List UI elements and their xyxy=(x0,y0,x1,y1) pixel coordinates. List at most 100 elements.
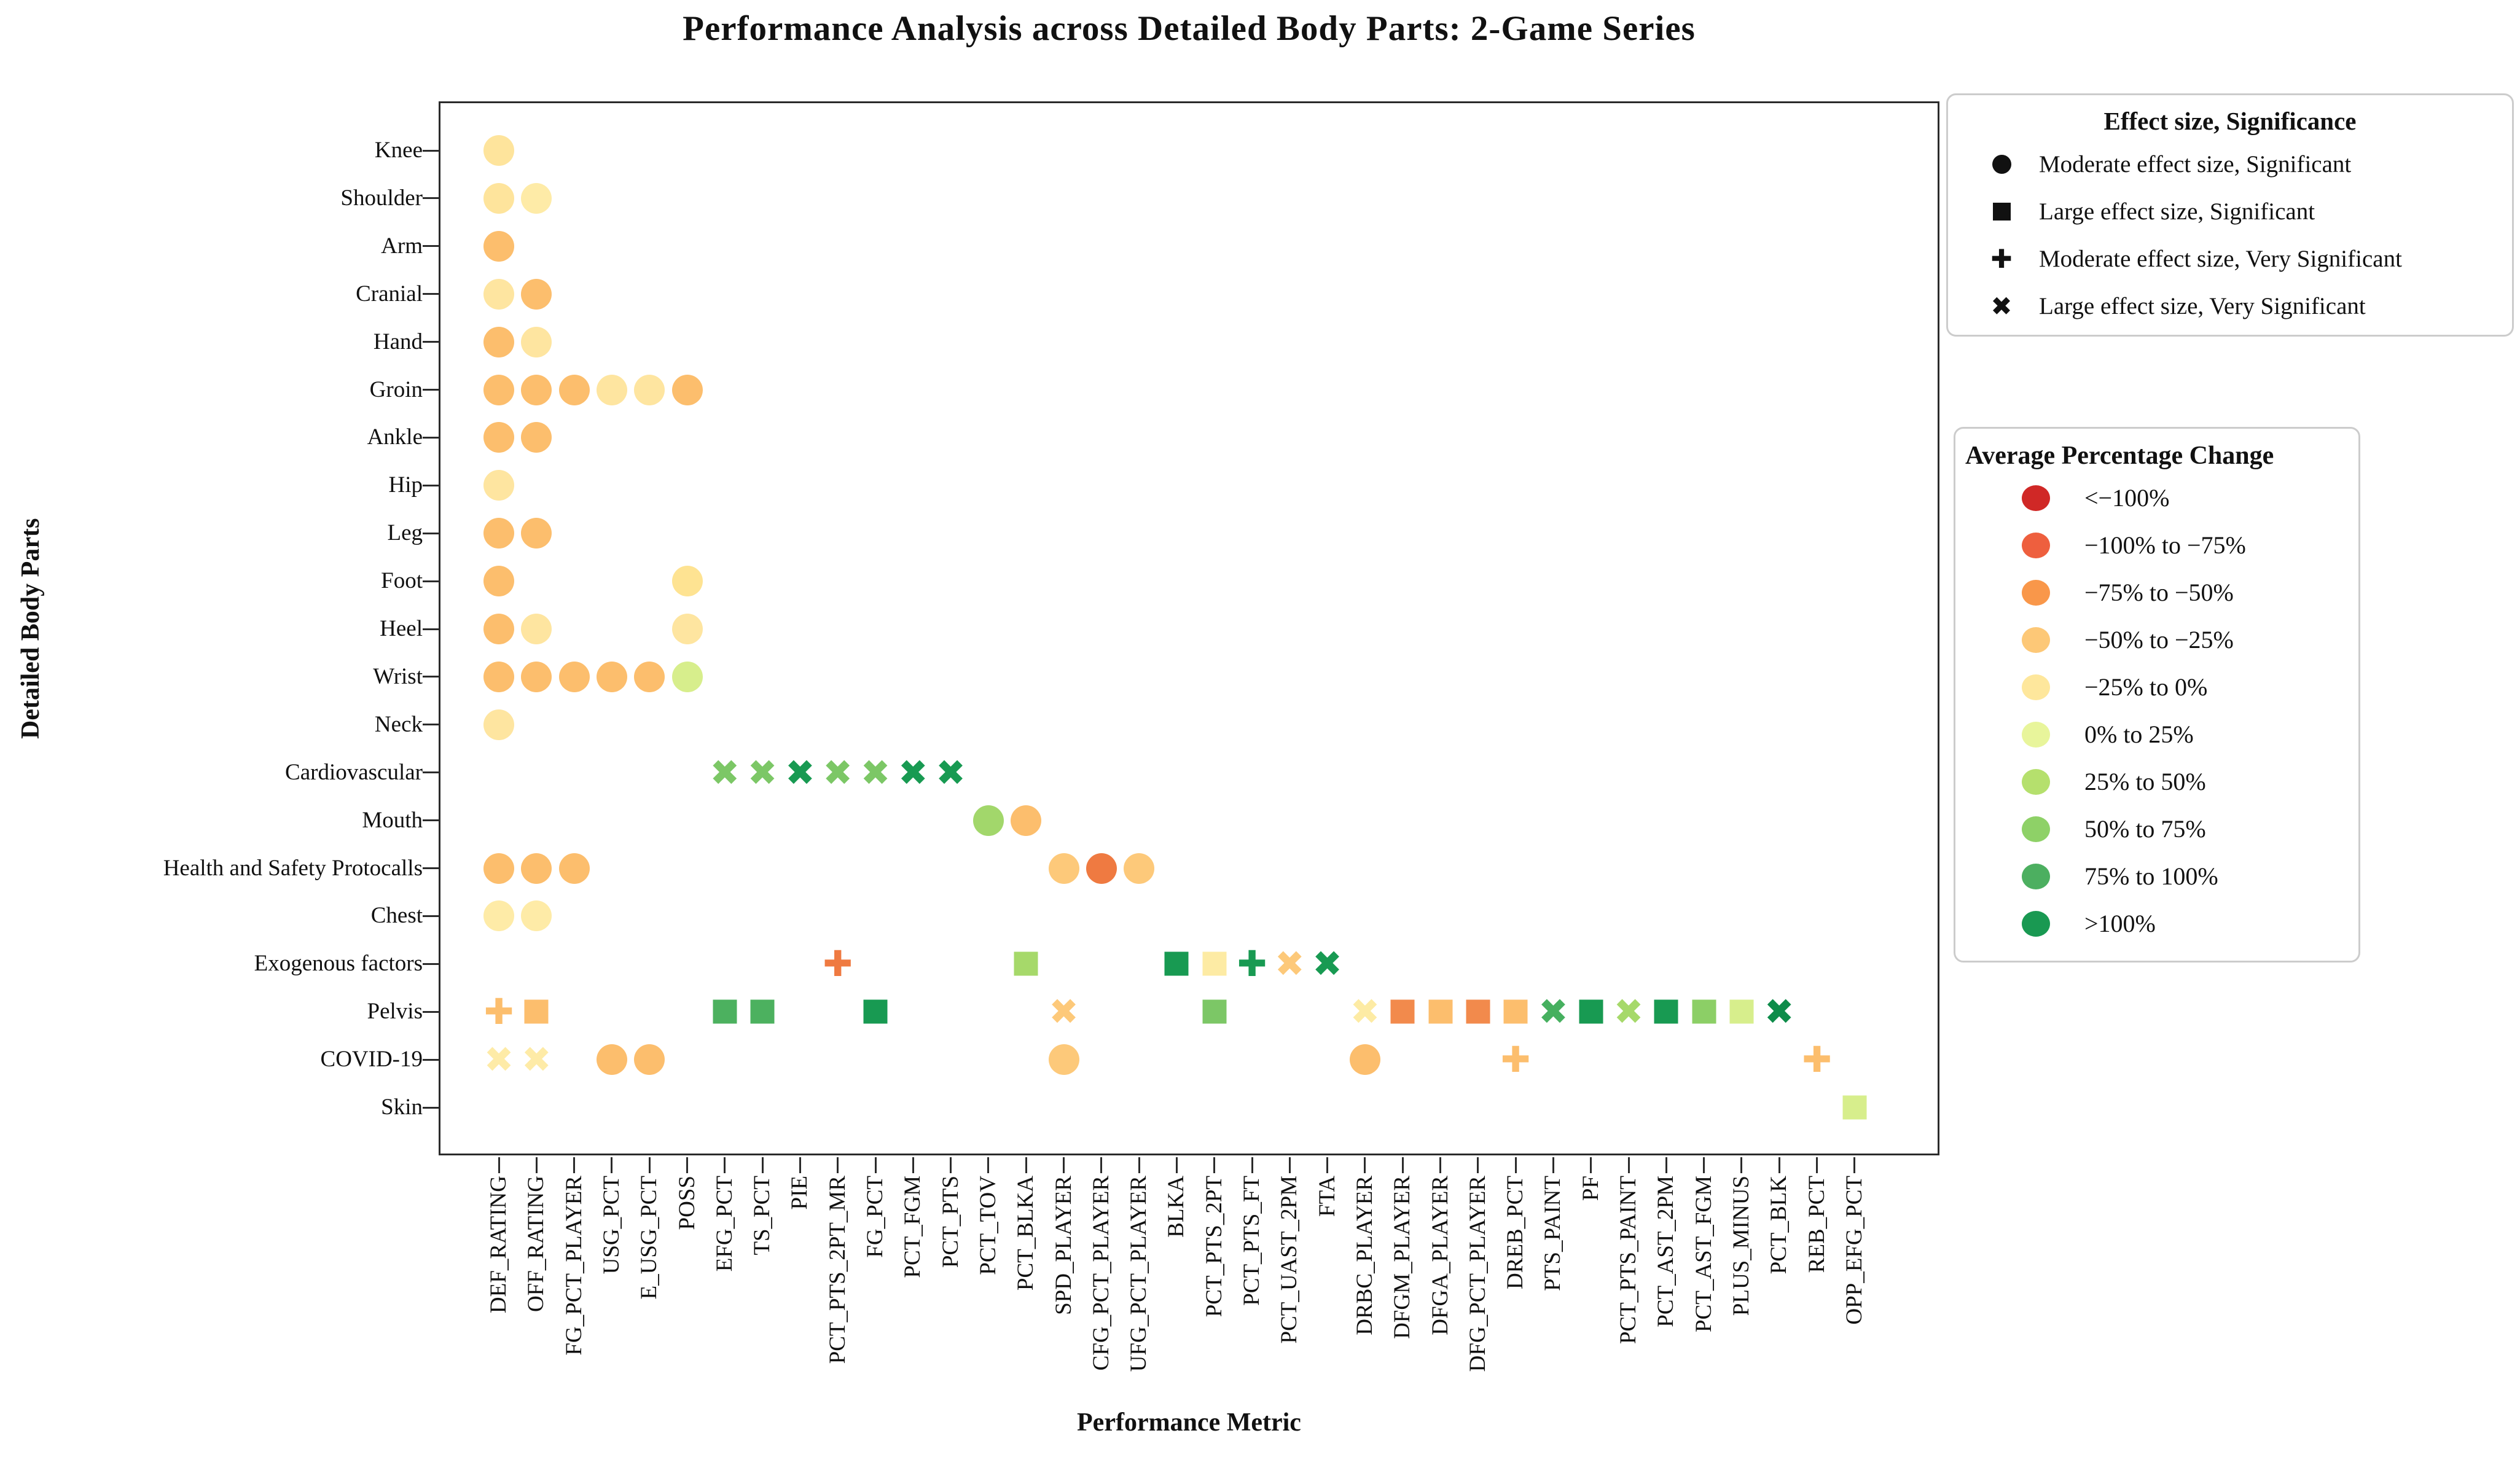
data-point-x: ✖ xyxy=(483,1039,514,1081)
color-legend-item: −50% to −25% xyxy=(1955,616,2358,663)
x-axis-label: Performance Metric xyxy=(1077,1408,1301,1437)
data-point-circle xyxy=(521,614,552,644)
data-point-circle xyxy=(483,470,514,501)
data-point-x: ✖ xyxy=(1274,943,1305,985)
x-tick-mark xyxy=(1100,1157,1103,1173)
color-swatch-icon xyxy=(2022,674,2050,700)
data-point-circle xyxy=(483,182,514,214)
shape-legend-item: Large effect size, Significant xyxy=(1948,188,2512,235)
data-point-square xyxy=(1466,999,1490,1024)
data-point-square xyxy=(1729,999,1754,1024)
data-point-circle xyxy=(521,422,552,453)
x-tick-label: DRBC_PLAYER xyxy=(1352,1176,1377,1335)
y-tick-mark xyxy=(423,341,439,343)
color-legend-item: 50% to 75% xyxy=(1955,805,2358,853)
y-tick-label: Skin xyxy=(381,1095,423,1120)
color-legend-label: −75% to −50% xyxy=(2084,579,2234,606)
x-tick-mark xyxy=(1590,1157,1592,1173)
x-tick-mark xyxy=(1138,1157,1140,1173)
x-tick-mark xyxy=(1213,1157,1216,1173)
y-tick-label: Shoulder xyxy=(340,185,423,211)
x-tick-label: UFG_PCT_PLAYER xyxy=(1126,1176,1152,1372)
data-point-circle xyxy=(671,566,703,597)
color-legend-label: −100% to −75% xyxy=(2084,531,2246,559)
x-tick-mark xyxy=(573,1157,576,1173)
shape-legend-label: Moderate effect size, Significant xyxy=(2039,151,2352,178)
data-point-circle xyxy=(1086,853,1117,884)
data-point-square xyxy=(863,999,888,1024)
color-swatch-icon xyxy=(2022,910,2050,937)
color-legend-label: −50% to −25% xyxy=(2084,626,2234,654)
color-legend: Average Percentage Change <−100% −100% to… xyxy=(1954,427,2360,963)
data-point-plus: ✚ xyxy=(483,991,514,1033)
x-tick-label: PCT_PTS_PAINT xyxy=(1616,1176,1641,1345)
x-tick-label: PTS_PAINT xyxy=(1540,1176,1566,1291)
data-point-x: ✖ xyxy=(823,751,853,794)
data-point-x: ✖ xyxy=(1350,991,1380,1033)
y-tick-label: Wrist xyxy=(373,663,423,689)
x-glyph: ✖ xyxy=(1990,291,2013,321)
data-point-square xyxy=(750,999,775,1024)
y-tick-mark xyxy=(423,628,439,630)
color-swatch-icon xyxy=(2022,627,2050,653)
color-legend-label: 0% to 25% xyxy=(2084,720,2194,748)
x-tick-label: FG_PCT xyxy=(863,1176,888,1258)
data-point-square xyxy=(1654,999,1678,1024)
x-tick-mark xyxy=(1477,1157,1479,1173)
y-tick-label: Groin xyxy=(369,377,423,402)
plus-glyph: ✚ xyxy=(1990,243,2013,274)
y-tick-label: Hip xyxy=(388,472,423,498)
shape-legend-item: ✖ Large effect size, Very Significant xyxy=(1948,283,2512,330)
y-tick-label: COVID-19 xyxy=(320,1047,423,1072)
data-point-circle xyxy=(1349,1044,1380,1076)
y-tick-label: Pelvis xyxy=(367,999,423,1025)
y-tick-label: Ankle xyxy=(367,424,423,450)
y-tick-label: Knee xyxy=(374,138,423,163)
shape-legend-title: Effect size, Significance xyxy=(2103,107,2357,135)
x-marker-icon: ✖ xyxy=(1980,291,2023,321)
x-tick-mark xyxy=(1175,1157,1178,1173)
x-tick-mark xyxy=(1665,1157,1667,1173)
x-tick-mark xyxy=(912,1157,914,1173)
color-swatch-icon xyxy=(2022,816,2050,842)
data-point-x: ✖ xyxy=(747,751,778,794)
x-tick-mark xyxy=(799,1157,801,1173)
x-tick-mark xyxy=(1514,1157,1517,1173)
x-tick-mark xyxy=(1778,1157,1780,1173)
y-tick-mark xyxy=(423,245,439,248)
data-point-plus: ✚ xyxy=(1237,943,1267,985)
data-point-square xyxy=(1014,951,1038,976)
color-swatch-icon xyxy=(2022,768,2050,795)
data-point-x: ✖ xyxy=(710,751,740,794)
y-tick-mark xyxy=(423,867,439,869)
data-point-circle xyxy=(521,900,552,932)
x-tick-label: DFG_PCT_PLAYER xyxy=(1465,1176,1490,1372)
y-tick-mark xyxy=(423,1058,439,1061)
x-tick-mark xyxy=(761,1157,764,1173)
data-point-square xyxy=(524,999,549,1024)
x-tick-mark xyxy=(1439,1157,1441,1173)
data-point-circle xyxy=(483,230,514,262)
x-tick-label: DFGA_PLAYER xyxy=(1427,1176,1453,1335)
x-tick-label: FTA xyxy=(1314,1176,1340,1217)
data-point-square xyxy=(1202,951,1227,976)
color-legend-item: −100% to −75% xyxy=(1955,521,2358,569)
color-legend-item: −75% to −50% xyxy=(1955,569,2358,616)
data-point-circle xyxy=(634,661,665,692)
x-tick-label: SPD_PLAYER xyxy=(1051,1176,1076,1315)
data-point-circle xyxy=(483,661,514,692)
data-point-circle xyxy=(1124,853,1155,884)
data-point-plus: ✚ xyxy=(1802,1039,1832,1081)
data-point-circle xyxy=(483,374,514,405)
x-tick-label: FG_PCT_PLAYER xyxy=(561,1176,587,1356)
data-point-circle xyxy=(596,1044,627,1076)
shape-legend: Effect size, Significance Moderate effec… xyxy=(1946,93,2514,337)
x-tick-label: BLKA xyxy=(1164,1176,1189,1238)
data-point-x: ✖ xyxy=(1049,991,1079,1033)
x-tick-mark xyxy=(724,1157,726,1173)
color-legend-label: 75% to 100% xyxy=(2084,862,2218,890)
x-tick-mark xyxy=(686,1157,688,1173)
x-tick-mark xyxy=(648,1157,651,1173)
x-tick-mark xyxy=(1288,1157,1291,1173)
